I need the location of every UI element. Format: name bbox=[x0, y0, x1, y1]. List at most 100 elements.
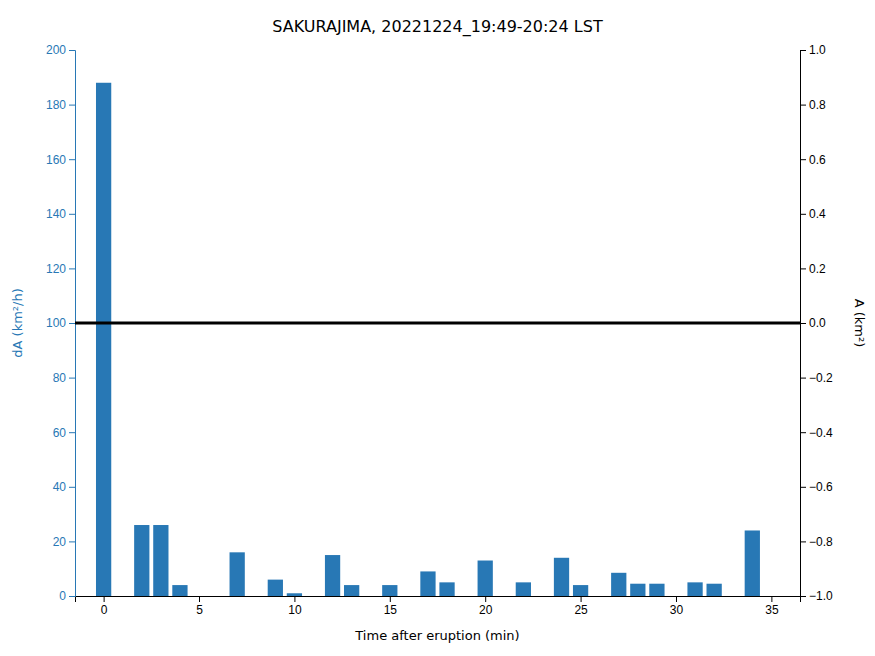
tick: 160 bbox=[46, 153, 75, 167]
tick-label: 5 bbox=[196, 603, 203, 617]
tick: 120 bbox=[46, 262, 75, 276]
tick-mark bbox=[771, 596, 772, 602]
tick-mark bbox=[199, 596, 200, 602]
tick: 5 bbox=[196, 596, 203, 617]
axis-line bbox=[801, 51, 807, 597]
bar bbox=[153, 525, 168, 596]
tick: 180 bbox=[46, 98, 75, 112]
bar bbox=[687, 582, 702, 596]
tick: −0.6 bbox=[800, 480, 833, 494]
tick-label: −1.0 bbox=[809, 589, 833, 603]
tick-label: 200 bbox=[46, 43, 66, 57]
title: SAKURAJIMA, 20221224_19:49-20:24 LST bbox=[272, 17, 603, 37]
y-axis: 0 20 40 60 80 100 120 140 160 180 200 bbox=[46, 43, 76, 603]
tick: 20 bbox=[479, 596, 493, 617]
tick-mark bbox=[800, 487, 806, 488]
tick: −0.2 bbox=[800, 371, 833, 385]
tick-label: 0.2 bbox=[809, 262, 826, 276]
tick-label: −0.2 bbox=[809, 371, 833, 385]
tick: 35 bbox=[765, 596, 779, 617]
tick: 0.4 bbox=[800, 207, 826, 221]
tick-mark bbox=[800, 159, 806, 160]
tick-mark bbox=[69, 105, 75, 106]
tick-label: 25 bbox=[574, 603, 588, 617]
tick: 100 bbox=[46, 316, 75, 330]
tick-mark bbox=[69, 378, 75, 379]
bar bbox=[516, 582, 531, 596]
tick-mark bbox=[800, 214, 806, 215]
tick: 40 bbox=[53, 480, 75, 494]
reference-line bbox=[75, 322, 800, 325]
bar bbox=[707, 584, 722, 596]
tick-mark bbox=[800, 323, 806, 324]
tick: 30 bbox=[670, 596, 684, 617]
plot: 0 5 10 15 20 25 30 35 0 20 40 60 80 100 120 140 160 180 20… bbox=[46, 43, 833, 616]
tick-mark bbox=[485, 596, 486, 602]
tick-label: 35 bbox=[765, 603, 779, 617]
tick-mark bbox=[800, 105, 806, 106]
tick: 0.2 bbox=[800, 262, 826, 276]
y2-axis: −1.0−0.8−0.6−0.4−0.20.00.20.40.60.81.0 bbox=[800, 43, 833, 603]
tick: −1.0 bbox=[800, 589, 833, 603]
tick-label: −0.8 bbox=[809, 535, 833, 549]
tick-label: 120 bbox=[46, 262, 66, 276]
tick-label: 20 bbox=[479, 603, 493, 617]
tick-mark bbox=[800, 378, 806, 379]
tick: 60 bbox=[53, 426, 75, 440]
tick: 10 bbox=[288, 596, 302, 617]
tick-label: 0.4 bbox=[809, 207, 826, 221]
tick-label: 0 bbox=[101, 603, 108, 617]
tick-mark bbox=[800, 596, 806, 597]
tick-label: 10 bbox=[288, 603, 302, 617]
tick-mark bbox=[69, 323, 75, 324]
tick-label: 0.8 bbox=[809, 98, 826, 112]
x-axis: 0 5 10 15 20 25 30 35 bbox=[76, 596, 801, 617]
tick-label: 180 bbox=[46, 98, 66, 112]
bar bbox=[649, 584, 664, 596]
bar bbox=[230, 552, 245, 596]
tick-mark bbox=[69, 50, 75, 51]
y-axis-title: dA (km²/h) bbox=[10, 288, 25, 357]
bar bbox=[573, 585, 588, 596]
marks bbox=[75, 83, 800, 596]
tick: 0 bbox=[59, 589, 75, 603]
bar bbox=[172, 585, 187, 596]
bar bbox=[630, 584, 645, 596]
tick-label: 140 bbox=[46, 207, 66, 221]
tick-mark bbox=[390, 596, 391, 602]
tick-label: −0.6 bbox=[809, 480, 833, 494]
tick: 20 bbox=[53, 535, 75, 549]
tick-mark bbox=[69, 596, 75, 597]
tick-mark bbox=[800, 268, 806, 269]
tick: −0.4 bbox=[800, 426, 833, 440]
tick-mark bbox=[800, 50, 806, 51]
bar bbox=[420, 571, 435, 596]
tick: 140 bbox=[46, 207, 75, 221]
tick-label: 160 bbox=[46, 153, 66, 167]
bar bbox=[134, 525, 149, 596]
tick: 80 bbox=[53, 371, 75, 385]
tick: 200 bbox=[46, 43, 75, 57]
tick-label: −0.4 bbox=[809, 426, 833, 440]
tick-label: 15 bbox=[384, 603, 398, 617]
tick-label: 100 bbox=[46, 316, 66, 330]
y2-axis-title: A (km²) bbox=[852, 299, 867, 348]
bar bbox=[478, 561, 493, 596]
chart: 0 5 10 15 20 25 30 35 0 20 40 60 80 100 120 140 160 180 20… bbox=[0, 0, 875, 656]
tick-label: 30 bbox=[670, 603, 684, 617]
tick: 25 bbox=[574, 596, 588, 617]
tick-label: 0.6 bbox=[809, 153, 826, 167]
tick-label: 60 bbox=[53, 426, 67, 440]
axis-line bbox=[69, 51, 76, 597]
tick: 0 bbox=[101, 596, 108, 617]
tick: 0.0 bbox=[800, 316, 826, 330]
bar bbox=[344, 585, 359, 596]
tick-mark bbox=[294, 596, 295, 602]
bar bbox=[554, 558, 569, 596]
tick-mark bbox=[69, 214, 75, 215]
tick-mark bbox=[69, 159, 75, 160]
tick-mark bbox=[800, 432, 806, 433]
tick-label: 40 bbox=[53, 480, 67, 494]
tick-label: 0 bbox=[59, 589, 66, 603]
tick: −0.8 bbox=[800, 535, 833, 549]
